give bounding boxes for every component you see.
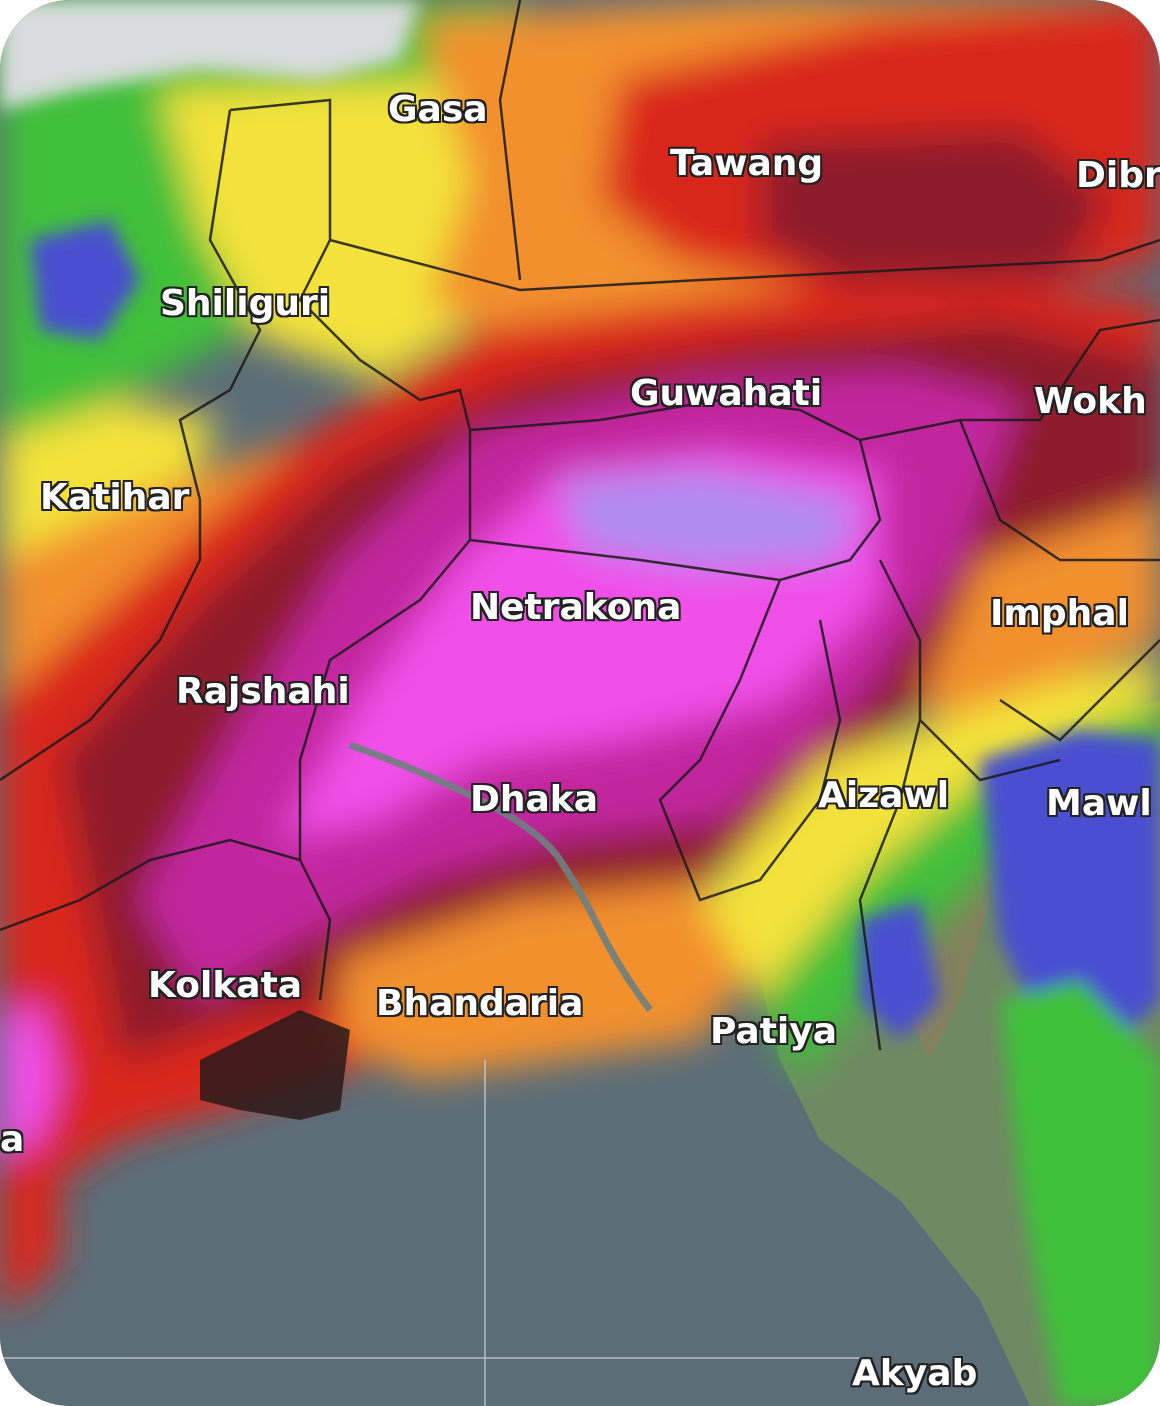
border-lines: [0, 0, 1160, 1051]
snow-north: [0, 0, 420, 110]
rain-lavender: [560, 470, 860, 570]
label-tawang: Tawang: [670, 143, 824, 184]
rain-orange-coast: [340, 880, 760, 1080]
river-padma: [348, 741, 653, 1013]
label-bhandaria: Bhandaria: [376, 983, 584, 1024]
graticule-lines: [0, 1060, 870, 1406]
label-patiya: Patiya: [710, 1011, 838, 1052]
label-netrakona: Netrakona: [470, 587, 682, 628]
rain-green-far-east: [1000, 980, 1160, 1406]
rain-darkred-north: [760, 130, 1110, 290]
label-akyab: Akyab: [852, 1353, 978, 1394]
label-mawl: Mawl: [1046, 783, 1152, 824]
label-wokh: Wokh: [1034, 381, 1147, 422]
rain-blue-north: [30, 220, 140, 340]
label-gasa: Gasa: [388, 89, 488, 130]
sundarbans-coast: [200, 1010, 350, 1120]
label-katihar: Katihar: [40, 477, 190, 518]
label-guwahati: Guwahati: [630, 373, 823, 414]
label-a: a: [0, 1119, 25, 1160]
rain-red-southwest: [0, 1140, 60, 1310]
label-dhaka: Dhaka: [470, 779, 599, 820]
rain-pink-west: [0, 1000, 60, 1160]
label-dibr: Dibr: [1076, 155, 1160, 196]
label-kolkata: Kolkata: [148, 965, 303, 1006]
label-imphal: Imphal: [990, 593, 1129, 634]
rain-blue-east: [980, 730, 1160, 1060]
label-shiliguri: Shiliguri: [160, 283, 331, 324]
rain-blue-east-2: [860, 900, 940, 1040]
label-rajshahi: Rajshahi: [176, 671, 350, 712]
label-aizawl: Aizawl: [818, 775, 950, 816]
